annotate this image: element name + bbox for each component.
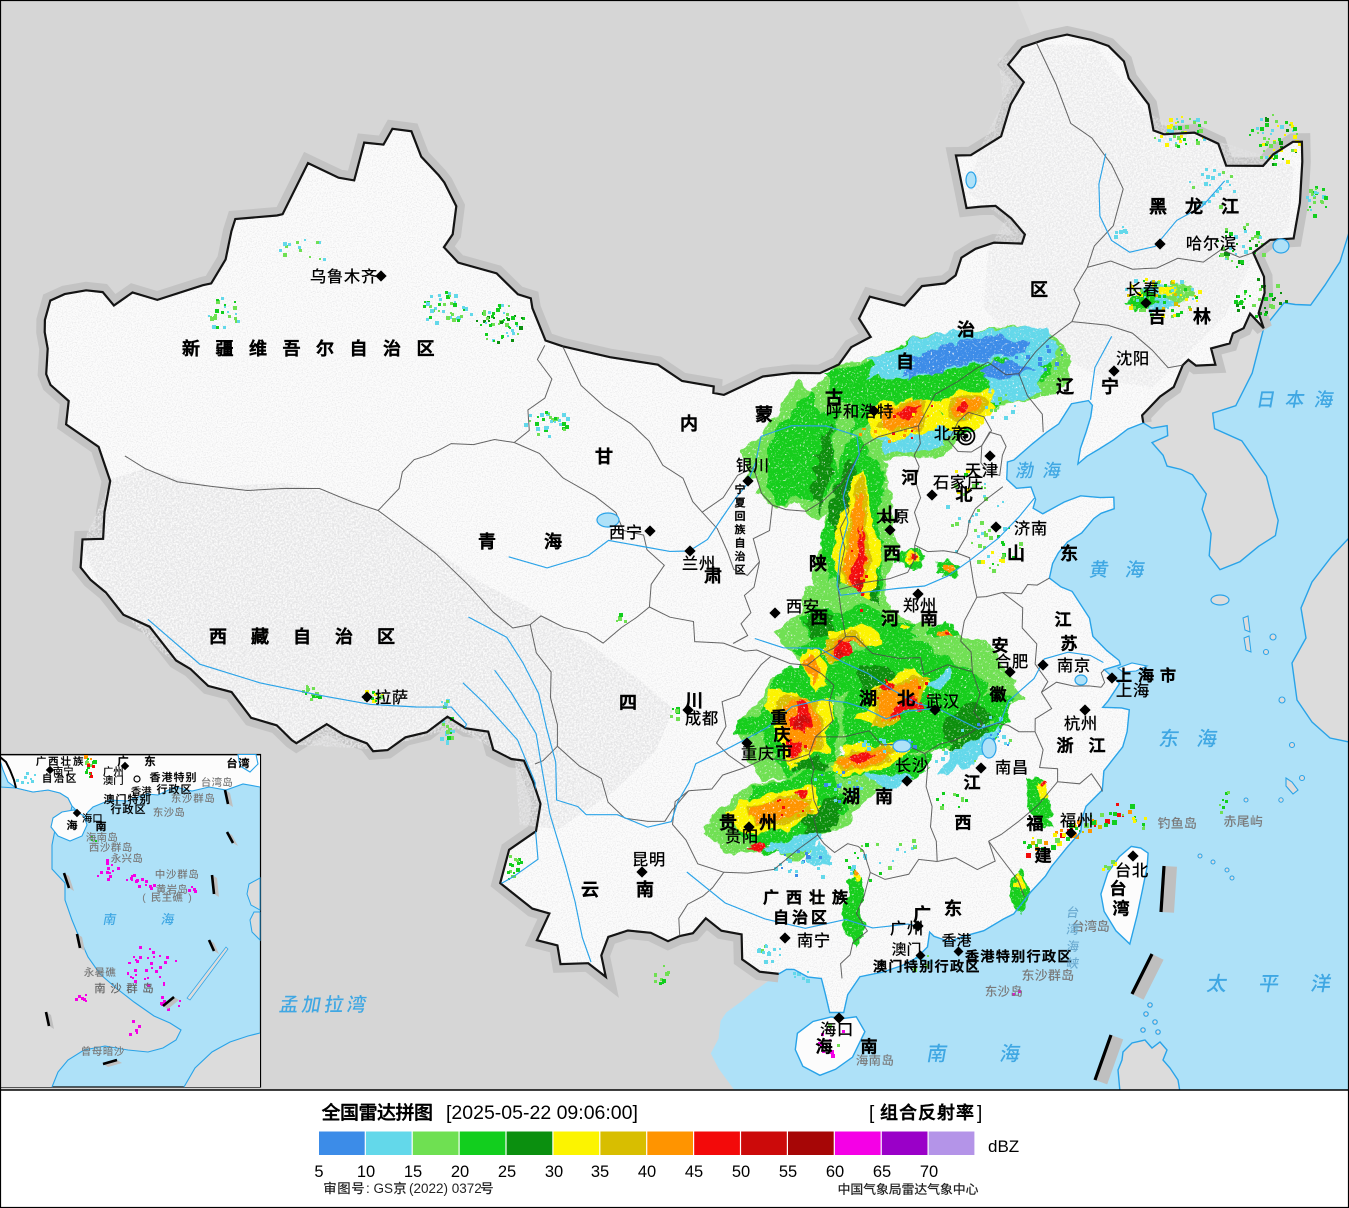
svg-text:: GS: : GS (366, 1181, 393, 1196)
svg-text:45: 45 (685, 1163, 703, 1181)
svg-text:15: 15 (404, 1163, 422, 1181)
svg-text:5: 5 (314, 1163, 323, 1181)
svg-text:20: 20 (451, 1163, 469, 1181)
svg-text:50: 50 (732, 1163, 750, 1181)
svg-text:dBZ: dBZ (988, 1137, 1019, 1156)
svg-text:]: ] (977, 1103, 982, 1124)
svg-text:30: 30 (545, 1163, 563, 1181)
svg-text:(2022) 0372: (2022) 0372 (409, 1181, 482, 1196)
svg-text:60: 60 (826, 1163, 844, 1181)
svg-text:35: 35 (591, 1163, 609, 1181)
svg-text:(: ( (142, 892, 146, 904)
svg-text:[: [ (869, 1103, 875, 1124)
svg-text:10: 10 (357, 1163, 375, 1181)
svg-text:25: 25 (498, 1163, 516, 1181)
svg-text:40: 40 (638, 1163, 656, 1181)
svg-text:70: 70 (920, 1163, 938, 1181)
svg-text:65: 65 (873, 1163, 891, 1181)
svg-text:): ) (188, 892, 192, 904)
svg-text:[2025-05-22 09:06:00]: [2025-05-22 09:06:00] (446, 1102, 638, 1124)
svg-text:55: 55 (779, 1163, 797, 1181)
